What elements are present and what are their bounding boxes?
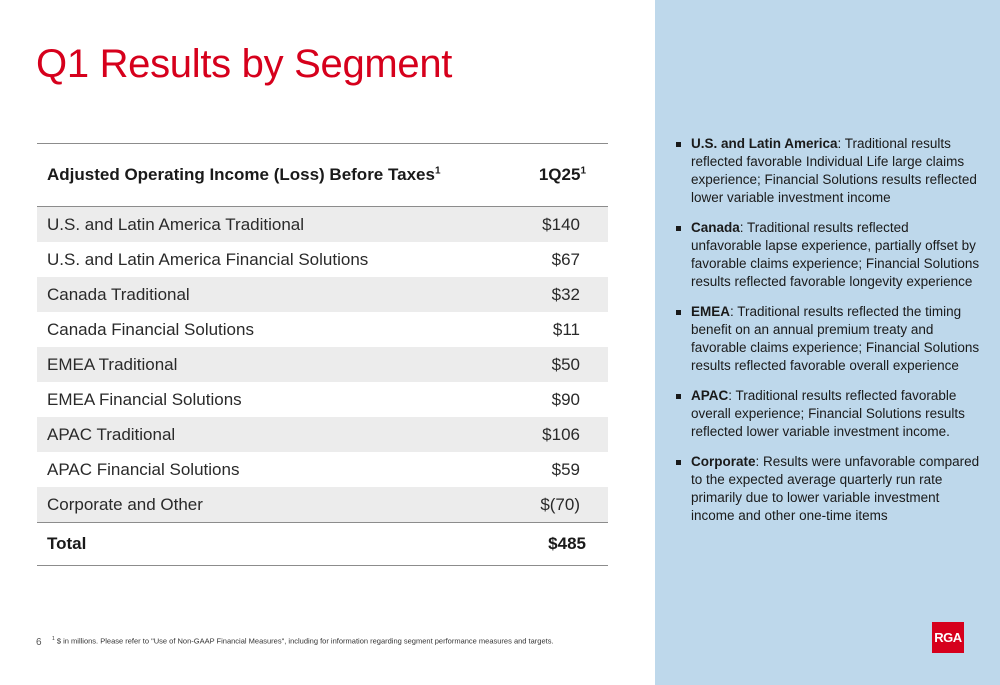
header-label-cell: Adjusted Operating Income (Loss) Before …	[47, 165, 441, 185]
main-panel	[0, 0, 655, 685]
segment-value: $11	[552, 319, 580, 339]
footnote: 1 $ in millions. Please refer to "Use of…	[52, 636, 554, 646]
segment-value: $50	[551, 354, 580, 374]
segment-name: APAC Traditional	[47, 424, 176, 444]
segment-name: Canada Traditional	[47, 284, 190, 304]
segment-value: $59	[551, 459, 580, 479]
segment-value: $67	[551, 249, 580, 269]
header-label-footnote-marker: 1	[434, 165, 441, 177]
segment-name: EMEA Financial Solutions	[47, 389, 242, 409]
logo-text: RGA	[934, 630, 962, 645]
commentary-item: U.S. and Latin America: Traditional resu…	[675, 135, 980, 207]
segment-name: Corporate and Other	[47, 494, 203, 514]
table-row: Canada Financial Solutions $11	[37, 312, 608, 347]
commentary-heading: Corporate	[691, 454, 756, 469]
commentary-text: : Results were unfavorable compared to t…	[691, 454, 980, 523]
table-row: APAC Financial Solutions $59	[37, 452, 608, 487]
commentary-list: U.S. and Latin America: Traditional resu…	[675, 135, 980, 537]
page-title: Q1 Results by Segment	[36, 42, 453, 86]
header-period-footnote-marker: 1	[580, 165, 586, 177]
segment-value: $140	[542, 214, 580, 234]
segment-results-table: Adjusted Operating Income (Loss) Before …	[37, 143, 608, 566]
segment-name: EMEA Traditional	[47, 354, 178, 374]
commentary-item: APAC: Traditional results reflected favo…	[675, 387, 980, 441]
header-period-cell: 1Q251	[539, 165, 586, 185]
segment-name: APAC Financial Solutions	[47, 459, 240, 479]
commentary-item: Corporate: Results were unfavorable comp…	[675, 453, 980, 525]
table-row: Canada Traditional $32	[37, 277, 608, 312]
segment-name: U.S. and Latin America Financial Solutio…	[47, 249, 369, 269]
segment-name: Canada Financial Solutions	[47, 319, 254, 339]
table-row: APAC Traditional $106	[37, 417, 608, 452]
segment-value: $32	[551, 284, 580, 304]
header-period: 1Q25	[538, 165, 581, 184]
table-row: U.S. and Latin America Financial Solutio…	[37, 242, 608, 277]
commentary-text: : Traditional results reflected unfavora…	[691, 220, 980, 289]
table-header: Adjusted Operating Income (Loss) Before …	[37, 144, 608, 207]
table-row: Corporate and Other $(70)	[37, 487, 608, 522]
commentary-panel	[655, 0, 1000, 685]
commentary-heading: Canada	[691, 220, 740, 235]
rga-logo: RGA	[932, 622, 964, 653]
total-label: Total	[47, 534, 87, 553]
commentary-text: : Traditional results reflected favorabl…	[691, 136, 977, 205]
footnote-marker: 1	[52, 636, 55, 642]
total-value: $485	[548, 534, 586, 553]
commentary-text: : Traditional results reflected favorabl…	[691, 388, 965, 439]
segment-value: $106	[542, 424, 580, 444]
footnote-text: $ in millions. Please refer to "Use of N…	[56, 636, 554, 646]
total-row: Total $485	[37, 522, 608, 566]
commentary-heading: EMEA	[691, 304, 731, 319]
commentary-text: : Traditional results reflected the timi…	[691, 304, 980, 373]
commentary-item: EMEA: Traditional results reflected the …	[675, 303, 980, 375]
commentary-heading: U.S. and Latin America	[691, 136, 838, 151]
header-label: Adjusted Operating Income (Loss) Before …	[47, 165, 435, 184]
segment-value: $(70)	[540, 494, 580, 514]
segment-name: U.S. and Latin America Traditional	[47, 214, 305, 234]
table-row: EMEA Financial Solutions $90	[37, 382, 608, 417]
table-row: EMEA Traditional $50	[37, 347, 608, 382]
page-number: 6	[36, 637, 42, 648]
commentary-heading: APAC	[691, 388, 729, 403]
table-row: U.S. and Latin America Traditional $140	[37, 207, 608, 242]
segment-value: $90	[551, 389, 580, 409]
commentary-item: Canada: Traditional results reflected un…	[675, 219, 980, 291]
